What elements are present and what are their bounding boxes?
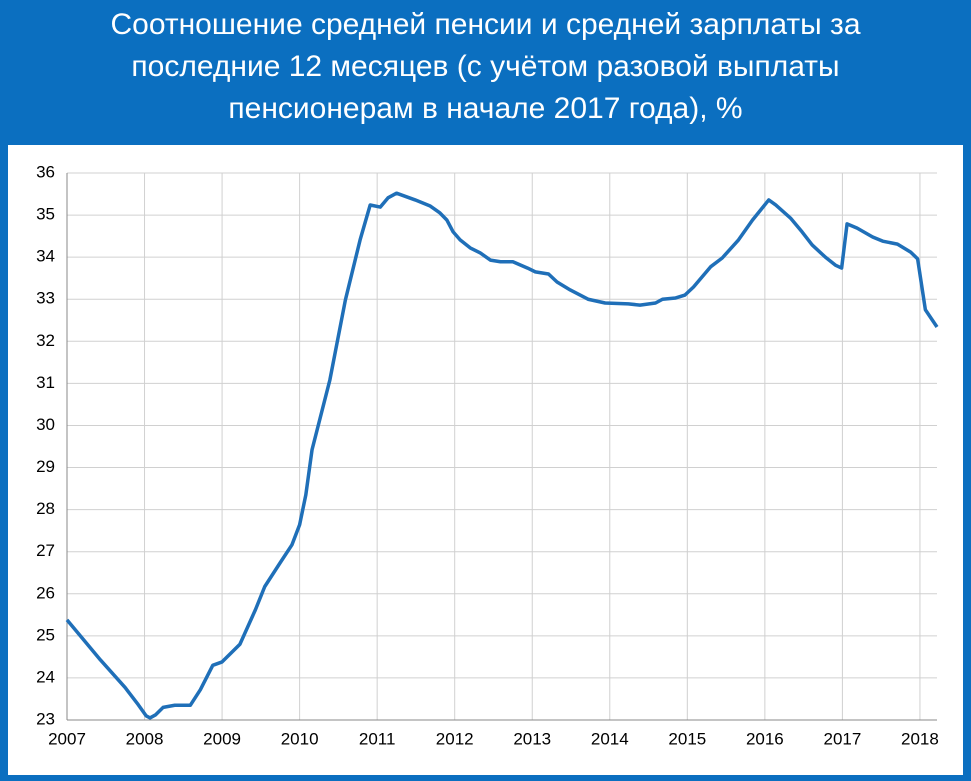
y-tick-label: 31	[36, 373, 55, 392]
chart-title: Соотношение средней пенсии и средней зар…	[110, 8, 861, 125]
y-tick-label: 28	[36, 499, 55, 518]
y-tick-label: 35	[36, 205, 55, 224]
x-tick-label: 2013	[513, 729, 551, 748]
y-tick-label: 34	[36, 247, 55, 266]
x-tick-label: 2011	[359, 729, 396, 748]
y-tick-label: 25	[36, 625, 55, 644]
x-tick-label: 2016	[746, 729, 784, 748]
y-tick-label: 26	[36, 583, 55, 602]
x-tick-label: 2012	[436, 729, 474, 748]
x-tick-label: 2010	[281, 729, 319, 748]
plot-background	[8, 145, 963, 775]
y-tick-label: 29	[36, 457, 55, 476]
chart: 23 24 25 26 27 28 29 30 31 32 33 34 35 36 2007 2008 2009…	[8, 145, 963, 775]
data-line	[65, 191, 939, 720]
y-tick-label: 33	[36, 289, 55, 308]
y-tick-label: 30	[36, 415, 55, 434]
x-tick-label: 2015	[668, 729, 706, 748]
y-tick-label: 36	[36, 162, 55, 181]
x-tick-label: 2018	[901, 729, 939, 748]
x-tick-label: 2017	[823, 729, 861, 748]
y-tick-label: 24	[36, 667, 55, 686]
x-tick-label: 2007	[48, 729, 86, 748]
x-tick-label: 2009	[203, 729, 241, 748]
y-tick-label: 23	[36, 709, 55, 728]
x-tick-label: 2008	[126, 729, 164, 748]
x-tick-label: 2014	[591, 729, 629, 748]
y-tick-label: 27	[36, 541, 55, 560]
y-tick-label: 32	[36, 331, 55, 350]
